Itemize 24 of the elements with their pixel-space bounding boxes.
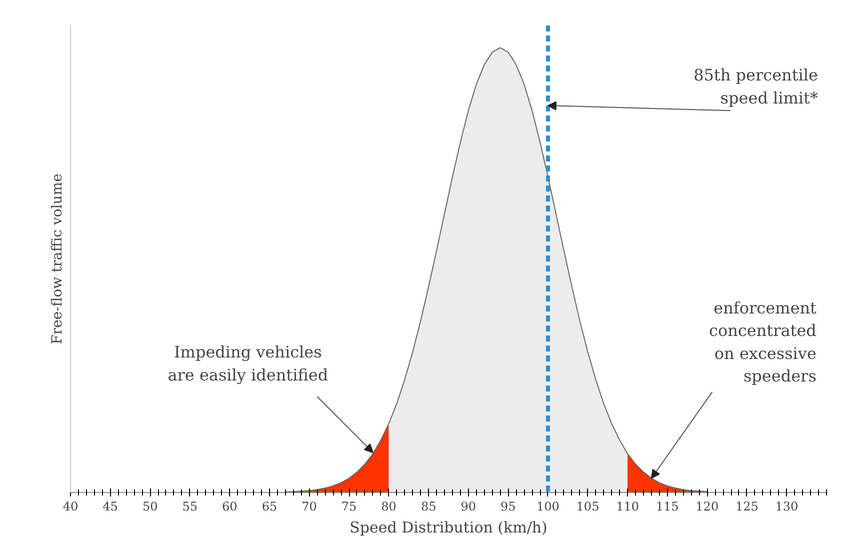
x-tick-label: 100 — [536, 500, 560, 514]
x-tick-label: 45 — [102, 500, 118, 514]
x-tick-label: 70 — [302, 500, 317, 514]
x-tick-label: 55 — [182, 500, 198, 514]
x-tick-label: 130 — [775, 500, 798, 514]
x-tick-label: 105 — [576, 500, 600, 514]
x-tick-label: 90 — [460, 500, 476, 514]
x-axis-title: Speed Distribution (km/h) — [350, 518, 548, 536]
x-tick-label: 75 — [341, 500, 357, 514]
x-tick-label: 65 — [262, 500, 278, 514]
annotation: 85th percentile speed limit* — [694, 66, 818, 108]
x-tick-label: 85 — [420, 500, 436, 514]
x-tick-label: 95 — [500, 500, 516, 514]
x-tick-label: 60 — [222, 500, 238, 514]
annotation: Impeding vehicles are easily identified — [168, 342, 328, 384]
y-axis-title: Free-flow traffic volume — [50, 174, 66, 344]
x-tick-label: 110 — [616, 500, 640, 514]
x-tick-label: 50 — [142, 500, 158, 514]
annotation: enforcement concentrated on excessive speeders — [709, 298, 817, 386]
x-tick-label: 120 — [696, 500, 719, 514]
x-tick-label: 115 — [656, 500, 679, 514]
x-tick-label: 125 — [735, 500, 758, 514]
x-tick-label: 80 — [381, 500, 396, 514]
x-tick-label: 40 — [62, 500, 78, 514]
